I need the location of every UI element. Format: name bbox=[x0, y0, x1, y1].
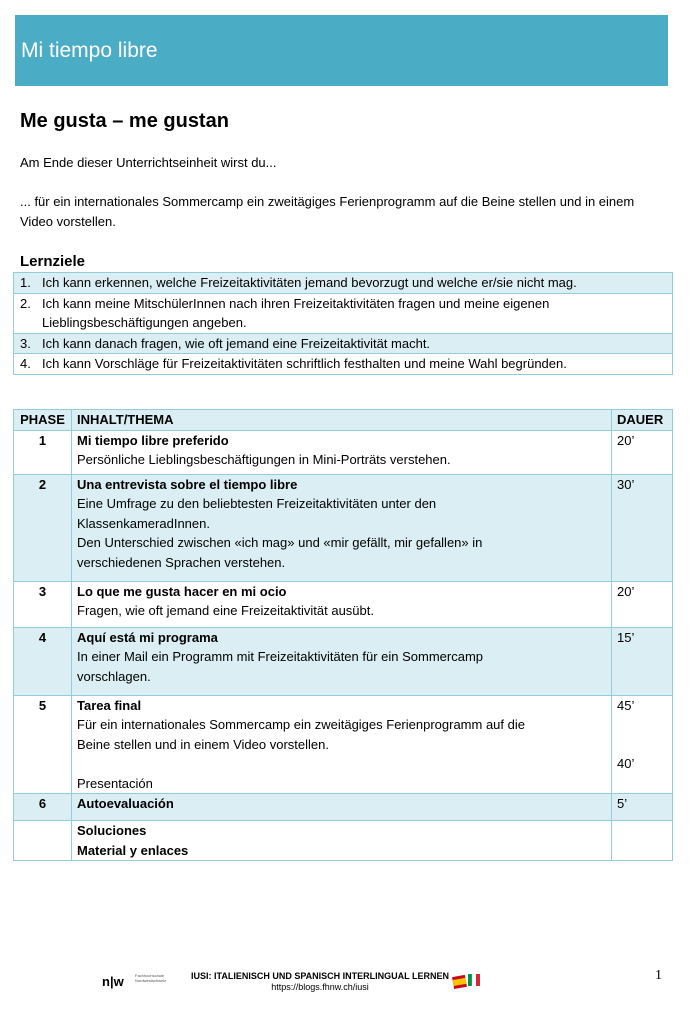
phase-duration: 30’ bbox=[611, 473, 673, 582]
table-row: 1 Mi tiempo libre preferido Persönliche L… bbox=[13, 429, 673, 475]
col-phase: PHASE bbox=[13, 409, 72, 431]
goal-text: Ich kann meine MitschülerInnen nach ihre… bbox=[42, 295, 550, 311]
goal-text: ... für ein internationales Sommercamp e… bbox=[20, 194, 635, 229]
phase-desc: Beine stellen und in einem Video vorstel… bbox=[77, 736, 329, 752]
spain-italy-flags-icon bbox=[452, 973, 480, 989]
phase-desc: Persönliche Lieblingsbeschäftigungen in … bbox=[77, 452, 451, 467]
phase-number: 4 bbox=[13, 626, 72, 696]
banner-title: Mi tiempo libre bbox=[21, 39, 158, 62]
goal-text: Ich kann Vorschläge für Freizeitaktivitä… bbox=[42, 356, 567, 371]
phase-desc: Fragen, wie oft jemand eine Freizeitakti… bbox=[77, 603, 374, 618]
page-title: Me gusta – me gustan bbox=[20, 110, 229, 132]
materials-link: Material y enlaces bbox=[77, 842, 189, 858]
phase-duration: 5’ bbox=[611, 793, 673, 821]
phase-desc: vorschlagen. bbox=[77, 668, 151, 684]
table-row: 2 Una entrevista sobre el tiempo libre Ei… bbox=[13, 473, 673, 582]
phase-desc: KlassenkameradInnen. bbox=[77, 515, 210, 531]
phase-desc: Für ein internationales Sommercamp ein z… bbox=[77, 717, 525, 732]
phase-desc: Den Unterschied zwischen «ich mag» und «… bbox=[77, 535, 483, 550]
goal-number: 3. bbox=[20, 335, 31, 351]
goal-text: Ich kann danach fragen, wie oft jemand e… bbox=[42, 335, 431, 351]
goal-text-cont: Lieblingsbeschäftigungen angeben. bbox=[42, 315, 247, 330]
phase-extra-duration: 40’ bbox=[617, 756, 635, 771]
table-row: 6 Autoevaluación 5’ bbox=[13, 793, 673, 821]
phase-number: 2 bbox=[13, 473, 72, 582]
phases-table: PHASE INHALT/THEMA DAUER 1 Mi tiempo lib… bbox=[13, 409, 673, 861]
phase-title: Mi tiempo libre preferido bbox=[77, 432, 229, 448]
table-header: PHASE INHALT/THEMA DAUER bbox=[13, 409, 673, 431]
footer-title: IUSI: ITALIENISCH UND SPANISCH INTERLING… bbox=[190, 971, 449, 981]
table-row: 4 Aquí está mi programa In einer Mail ein… bbox=[13, 626, 673, 696]
phase-duration: 20’ bbox=[611, 429, 673, 475]
phase-title: Una entrevista sobre el tiempo libre bbox=[77, 476, 298, 492]
phase-duration: 20’ bbox=[611, 580, 673, 628]
phase-duration: 15’ bbox=[611, 626, 673, 696]
goal-number: 2. bbox=[20, 295, 31, 311]
goal-row: 1. Ich kann erkennen, welche Freizeitakti… bbox=[13, 272, 673, 294]
table-row: Soluciones Material y enlaces bbox=[13, 820, 673, 861]
fhnw-logo: n|w bbox=[102, 974, 124, 989]
goal-text: Ich kann erkennen, welche Freizeitaktivi… bbox=[42, 275, 577, 290]
phase-number: 5 bbox=[13, 694, 72, 794]
col-inhalt: INHALT/THEMA bbox=[71, 409, 612, 431]
phase-number: 1 bbox=[13, 429, 72, 475]
lernziele-heading: Lernziele bbox=[20, 253, 86, 270]
footer-url[interactable]: https://blogs.fhnw.ch/iusi bbox=[271, 982, 369, 992]
phase-number: 6 bbox=[13, 793, 72, 821]
solutions-link: Soluciones bbox=[77, 823, 147, 838]
lernziele-table: 1. Ich kann erkennen, welche Freizeitakti… bbox=[13, 272, 673, 375]
page-footer: n|w Fachhochschule Nordwestschweiz IUSI:… bbox=[0, 968, 692, 998]
goal-row: 2. Ich kann meine MitschülerInnen nach ih… bbox=[13, 292, 673, 334]
goal-row: 4. Ich kann Vorschläge für Freizeitaktivi… bbox=[13, 353, 673, 375]
phase-number: 3 bbox=[13, 580, 72, 628]
phase-title: Tarea final bbox=[77, 697, 142, 713]
goal-number: 1. bbox=[20, 275, 31, 290]
page-number: 1 bbox=[655, 968, 662, 983]
phase-duration: 45’ bbox=[617, 697, 635, 713]
phase-title: Lo que me gusta hacer en mi ocio bbox=[77, 583, 287, 599]
goal-number: 4. bbox=[20, 356, 31, 371]
table-row: 3 Lo que me gusta hacer en mi ocio Fragen… bbox=[13, 580, 673, 628]
phase-desc: Eine Umfrage zu den beliebtesten Freizei… bbox=[77, 496, 437, 511]
fhnw-logo-text: Fachhochschule Nordwestschweiz bbox=[135, 973, 167, 983]
phase-title: Autoevaluación bbox=[77, 796, 174, 811]
phase-desc: In einer Mail ein Programm mit Freizeita… bbox=[77, 649, 484, 664]
col-dauer: DAUER bbox=[611, 409, 673, 431]
intro-text: Am Ende dieser Unterrichtseinheit wirst … bbox=[20, 155, 277, 170]
phase-desc: verschiedenen Sprachen verstehen. bbox=[77, 554, 286, 570]
phase-title: Aquí está mi programa bbox=[77, 629, 218, 645]
phase-extra: Presentación bbox=[77, 775, 153, 791]
table-row: 5 Tarea final Für ein internationales Som… bbox=[13, 694, 673, 794]
page-banner: Mi tiempo libre bbox=[15, 15, 668, 86]
goal-row: 3. Ich kann danach fragen, wie oft jemand… bbox=[13, 332, 673, 354]
